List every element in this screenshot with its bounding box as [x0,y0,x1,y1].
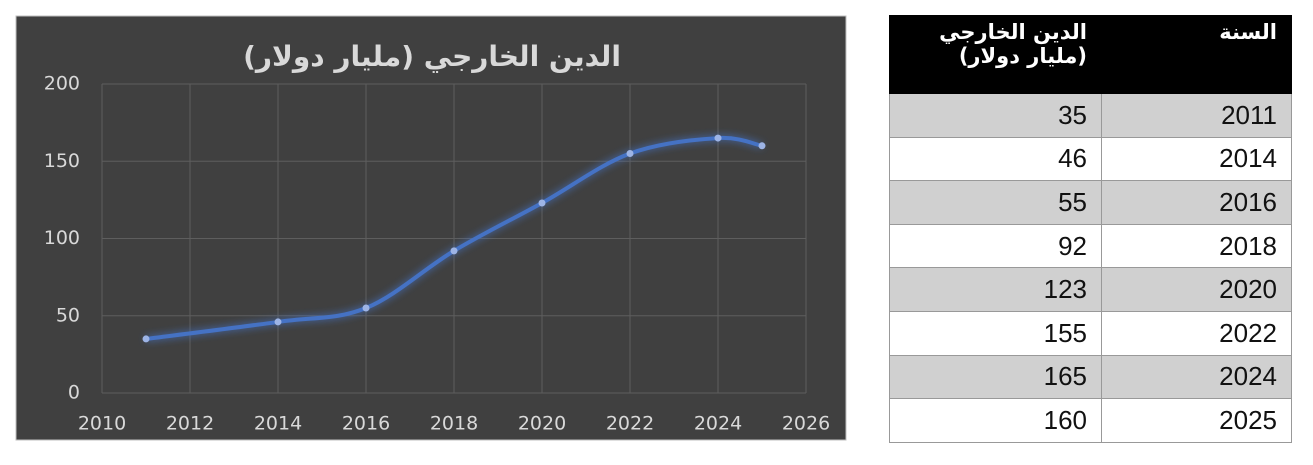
table-row: 2022 155 [889,310,1292,356]
data-point [450,247,458,255]
table-cell: 160 [889,398,1102,443]
table-cell: 55 [889,180,1102,225]
x-tick-label: 2024 [694,413,742,435]
x-tick-label: 2016 [342,413,390,435]
table-cell: 2022 [1101,310,1292,356]
table-cell: 46 [889,136,1102,182]
table-row: 2011 35 [889,93,1292,138]
table-cell: 2020 [1101,267,1292,312]
table-cell: 165 [889,354,1102,400]
data-point [626,150,634,158]
x-tick-label: 2022 [606,413,654,435]
table-row: 2016 55 [889,180,1292,225]
table-cell: 2011 [1101,93,1292,138]
x-tick-label: 2010 [78,413,126,435]
table-cell: 35 [889,93,1102,138]
data-point [538,199,546,207]
data-point [758,142,766,150]
x-tick-label: 2012 [166,413,214,435]
table-cell: 123 [889,267,1102,312]
table-cell: 2025 [1101,398,1292,443]
data-point [714,134,722,142]
table-cell: 2016 [1101,180,1292,225]
table-cell: 155 [889,310,1102,356]
y-tick-label: 200 [44,73,80,95]
header-cell: السنة [1101,15,1292,94]
chart-title: الدين الخارجي (مليار دولار) [243,40,621,73]
data-point [142,335,150,343]
x-tick-label: 2014 [254,413,302,435]
x-tick-label: 2026 [782,413,830,435]
chart-background [15,15,847,441]
table-row: 2014 46 [889,136,1292,182]
table-row: 2025 160 [889,398,1292,443]
table-row: 2020 123 [889,267,1292,312]
header-row: السنة الدين الخارجي (مليار دولار) [889,15,1292,94]
x-tick-label: 2018 [430,413,478,435]
table-cell: 2024 [1101,354,1292,400]
table-cell: 2018 [1101,223,1292,269]
x-tick-label: 2020 [518,413,566,435]
y-tick-label: 100 [44,227,80,249]
y-tick-label: 0 [68,382,80,404]
table-cell: 2014 [1101,136,1292,182]
y-tick-label: 50 [56,304,80,326]
table-cell: 92 [889,223,1102,269]
chart: الدين الخارجي (مليار دولار) 0 50 100 150 200… [15,15,847,441]
table-row: 2024 165 [889,354,1292,400]
data-point [362,304,370,312]
header-cell: الدين الخارجي (مليار دولار) [889,15,1102,94]
data-table: السنة الدين الخارجي (مليار دولار) 2011 35 20… [889,15,1292,443]
y-tick-label: 150 [44,150,80,172]
table-row: 2018 92 [889,223,1292,269]
data-point [274,318,282,326]
